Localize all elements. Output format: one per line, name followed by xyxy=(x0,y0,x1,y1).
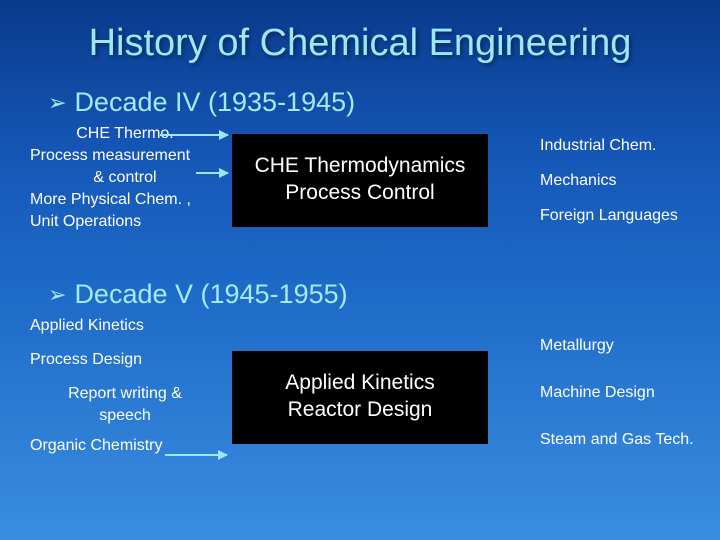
d4-right-3: Foreign Languages xyxy=(540,206,700,227)
decade-5-right: Metallurgy Machine Design Steam and Gas … xyxy=(540,336,700,450)
d4-right-2: Mechanics xyxy=(540,171,700,192)
decade-4-right: Industrial Chem. Mechanics Foreign Langu… xyxy=(540,136,700,226)
d4-center-2: Process Control xyxy=(242,179,478,206)
arrow-icon xyxy=(160,134,228,136)
decade-4-block: CHE Thermo. Process measurement & contro… xyxy=(0,124,720,279)
decade-4-label: Decade IV (1935-1945) xyxy=(74,87,355,118)
d5-left-3b: speech xyxy=(30,406,220,426)
d4-right-1: Industrial Chem. xyxy=(540,136,700,157)
d5-left-3a: Report writing & xyxy=(30,384,220,404)
d5-center-1: Applied Kinetics xyxy=(242,369,478,396)
decade-5-header: ➢ Decade V (1945-1955) xyxy=(48,279,720,310)
d5-right-2: Machine Design xyxy=(540,383,700,404)
d4-left-4: Unit Operations xyxy=(30,212,220,232)
d5-left-2: Process Design xyxy=(30,350,220,370)
arrow-icon xyxy=(196,172,228,174)
decade-4-center-box: CHE Thermodynamics Process Control xyxy=(232,134,488,227)
d5-right-1: Metallurgy xyxy=(540,336,700,357)
d4-center-1: CHE Thermodynamics xyxy=(242,152,478,179)
decade-5-left: Applied Kinetics Process Design Report w… xyxy=(30,316,220,458)
decade-5-label: Decade V (1945-1955) xyxy=(74,279,347,310)
d4-left-2a: Process measurement xyxy=(30,146,220,166)
d5-center-2: Reactor Design xyxy=(242,396,478,423)
bullet-icon: ➢ xyxy=(48,282,66,308)
decade-4-header: ➢ Decade IV (1935-1945) xyxy=(48,87,720,118)
decade-5-center-box: Applied Kinetics Reactor Design xyxy=(232,351,488,444)
d5-left-1: Applied Kinetics xyxy=(30,316,220,336)
decade-4-left: CHE Thermo. Process measurement & contro… xyxy=(30,124,220,234)
decade-5-block: Applied Kinetics Process Design Report w… xyxy=(0,316,720,486)
d5-left-4: Organic Chemistry xyxy=(30,436,220,456)
d5-right-3: Steam and Gas Tech. xyxy=(540,430,700,451)
d4-left-3: More Physical Chem. , xyxy=(30,190,220,210)
bullet-icon: ➢ xyxy=(48,90,66,116)
d4-left-2b: & control xyxy=(30,168,220,188)
arrow-icon xyxy=(165,454,227,456)
slide-title: History of Chemical Engineering xyxy=(0,0,720,75)
